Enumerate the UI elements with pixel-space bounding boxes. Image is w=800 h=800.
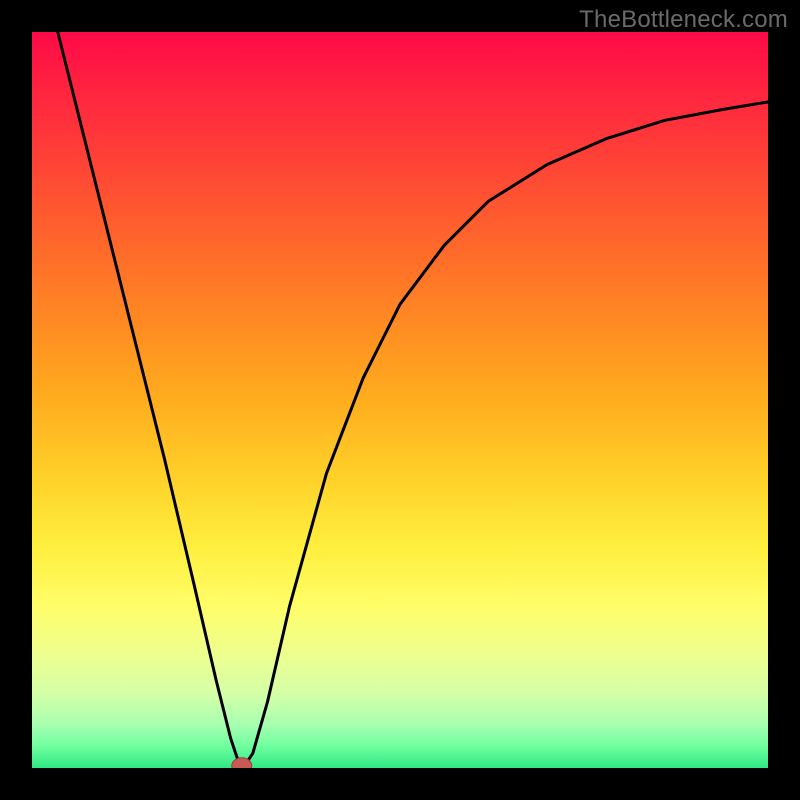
watermark-text: TheBottleneck.com: [579, 6, 788, 34]
gradient-background: [32, 32, 768, 768]
chart-frame: TheBottleneck.com: [0, 0, 800, 800]
plot-svg: [32, 32, 768, 768]
plot-area: [32, 32, 768, 768]
